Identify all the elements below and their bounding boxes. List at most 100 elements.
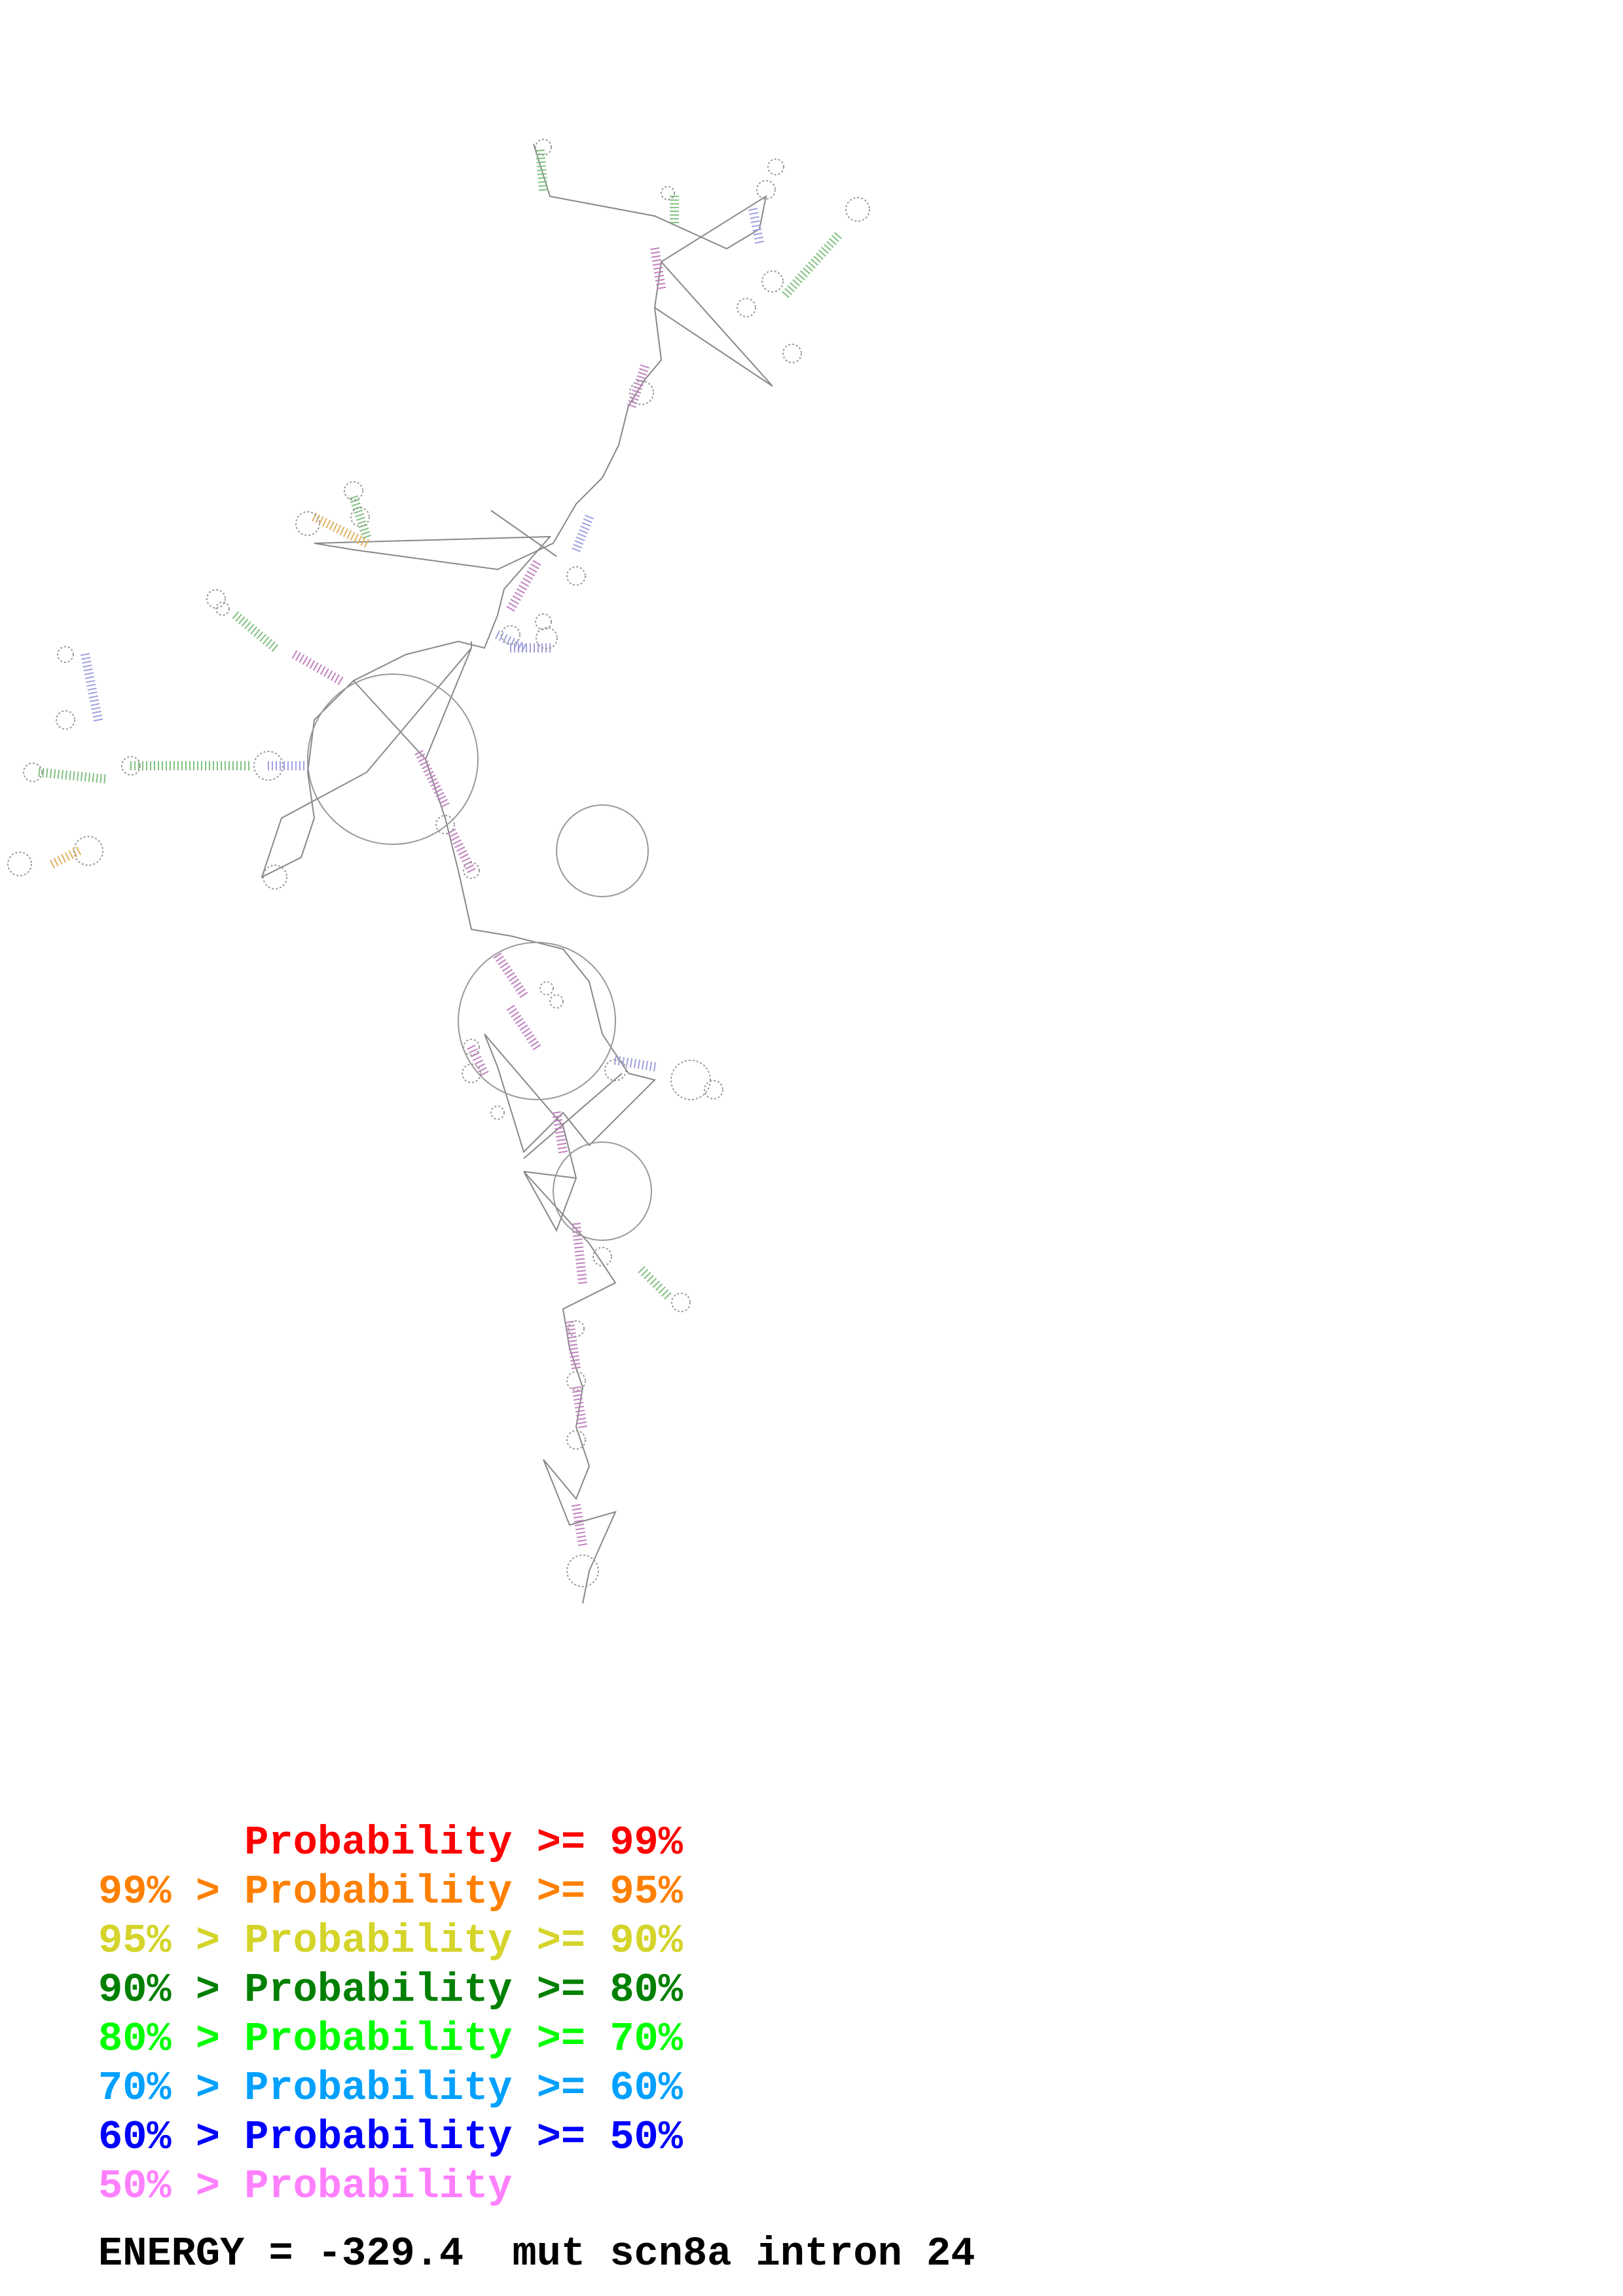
hairpin-loop [670, 1060, 711, 1100]
connector-line [353, 680, 426, 760]
helix-stem [447, 828, 476, 874]
helix-stem [571, 1223, 588, 1284]
hairpin-loop [566, 1554, 599, 1587]
hairpin-loop [756, 180, 776, 200]
hairpin-loop [253, 751, 283, 781]
legend-row-text: 50% > Probability [98, 2163, 513, 2210]
legend-row-text: 95% > Probability >= 90% [98, 1918, 683, 1964]
helix-stem [613, 1055, 657, 1072]
helix-stem [268, 761, 308, 770]
helix-stem [349, 495, 371, 539]
hairpin-loop [350, 507, 370, 527]
rna-helices [38, 149, 842, 1547]
hairpin-loop [845, 197, 870, 222]
hairpin-loop [56, 710, 75, 730]
helix-stem [670, 196, 679, 223]
legend-row-text: 99% > Probability >= 95% [98, 1869, 683, 1915]
hairpin-loop [57, 646, 74, 663]
helix-stem [49, 846, 82, 869]
helix-stem [638, 1266, 672, 1300]
hairpin-loop [121, 756, 141, 776]
multiloop-circle [556, 804, 649, 897]
helix-stem [311, 512, 370, 548]
connector-line [523, 1073, 623, 1159]
helix-stem [572, 514, 594, 552]
legend-row: 70% > Probability >= 60% [98, 2064, 683, 2113]
helix-stem [535, 149, 549, 191]
hairpin-loop [435, 815, 455, 834]
legend-row: 99% > Probability >= 95% [98, 1867, 683, 1916]
energy-label: ENERGY = -329.4 mut scn8a intron 24 [98, 2231, 976, 2277]
legend-row: Probability >= 99% [98, 1818, 683, 1867]
connector-line [523, 1171, 577, 1179]
hairpin-loop [7, 852, 32, 876]
hairpin-loop [704, 1080, 723, 1100]
hairpin-loop [73, 836, 103, 866]
rna-backbone [261, 143, 773, 1604]
helix-stem [649, 247, 666, 290]
rna-secondary-structure [7, 139, 870, 1604]
helix-stem [571, 1386, 588, 1429]
helix-stem [782, 232, 842, 298]
hairpin-loop [501, 625, 520, 645]
hairpin-loop [463, 862, 480, 879]
hairpin-loop [344, 481, 363, 501]
backbone-line [261, 143, 767, 1604]
helix-stem [506, 560, 541, 612]
multiloop-circle [307, 673, 479, 845]
hairpin-loop [737, 298, 756, 317]
helix-stem [551, 1111, 568, 1154]
helix-stem [627, 364, 649, 408]
hairpin-loop [604, 1059, 627, 1081]
hairpin-loop [23, 762, 43, 782]
hairpin-loop [566, 1371, 586, 1391]
legend-row: 60% > Probability >= 50% [98, 2113, 683, 2162]
helix-stem [493, 952, 528, 998]
hairpin-loop [593, 1247, 612, 1266]
legend-row-text: 80% > Probability >= 70% [98, 2016, 683, 2062]
helix-stem [232, 611, 279, 653]
hairpin-loop [661, 186, 675, 200]
legend-row-text: Probability >= 99% [98, 1820, 683, 1866]
helix-stem [291, 650, 344, 685]
legend-row: 50% > Probability [98, 2162, 683, 2211]
helix-stem [748, 207, 765, 244]
hairpin-loop [263, 865, 287, 889]
hairpin-loop [671, 1293, 691, 1312]
hairpin-loop [215, 601, 230, 616]
hairpin-loop [566, 566, 586, 586]
rna-loops [7, 139, 870, 1587]
hairpin-loop [295, 511, 320, 536]
hairpin-loop [463, 1039, 480, 1056]
hairpin-loop [539, 981, 554, 996]
legend-row-text: 70% > Probability >= 60% [98, 2065, 683, 2111]
legend-row-text: 90% > Probability >= 80% [98, 1967, 683, 2013]
helix-stem [130, 761, 249, 770]
helix-stem [80, 653, 103, 722]
hairpin-loop [535, 139, 552, 156]
legend-row-text: 60% > Probability >= 50% [98, 2114, 683, 2161]
helix-stem [564, 1321, 581, 1369]
helix-stem [414, 749, 450, 808]
multiloop-circle [553, 1141, 652, 1241]
legend-row: 95% > Probability >= 90% [98, 1916, 683, 1965]
hairpin-loop [490, 1105, 505, 1120]
hairpin-loop [761, 270, 784, 293]
hairpin-loop [566, 1430, 586, 1450]
connector-line [661, 261, 773, 387]
hairpin-loop [536, 627, 558, 649]
multiloop-circle [458, 942, 616, 1100]
helix-stem [506, 1005, 541, 1050]
helix-stem [38, 767, 106, 784]
hairpin-loop [462, 1064, 481, 1083]
probability-legend: Probability >= 99% 99% > Probability >= 9… [98, 1818, 683, 2211]
hairpin-loop [629, 380, 654, 405]
hairpin-loop [549, 994, 564, 1009]
legend-row: 90% > Probability >= 80% [98, 1965, 683, 2015]
helix-stem [467, 1044, 489, 1077]
hairpin-loop [535, 613, 552, 630]
connector-line [490, 510, 557, 557]
helix-stem [571, 1503, 588, 1547]
legend-row: 80% > Probability >= 70% [98, 2015, 683, 2064]
connector-line [654, 307, 773, 387]
